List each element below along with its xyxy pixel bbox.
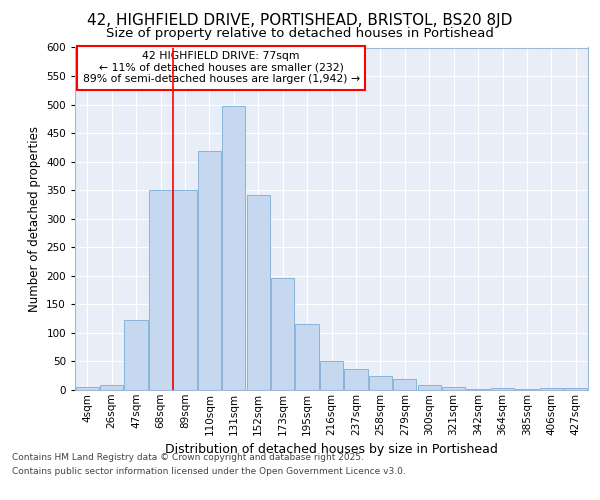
Bar [393,378,416,390]
X-axis label: Distribution of detached houses by size in Portishead: Distribution of detached houses by size … [165,443,498,456]
Text: 42 HIGHFIELD DRIVE: 77sqm
← 11% of detached houses are smaller (232)
89% of semi: 42 HIGHFIELD DRIVE: 77sqm ← 11% of detac… [83,51,360,84]
Text: 42, HIGHFIELD DRIVE, PORTISHEAD, BRISTOL, BS20 8JD: 42, HIGHFIELD DRIVE, PORTISHEAD, BRISTOL… [88,12,512,28]
Bar [222,106,245,390]
Bar [124,320,148,390]
Bar [100,386,123,390]
Text: Size of property relative to detached houses in Portishead: Size of property relative to detached ho… [106,28,494,40]
Bar [418,386,441,390]
Y-axis label: Number of detached properties: Number of detached properties [28,126,41,312]
Bar [491,388,514,390]
Bar [149,190,172,390]
Bar [247,195,270,390]
Text: Contains HM Land Registry data © Crown copyright and database right 2025.: Contains HM Land Registry data © Crown c… [12,454,364,462]
Bar [271,278,294,390]
Bar [442,387,465,390]
Text: Contains public sector information licensed under the Open Government Licence v3: Contains public sector information licen… [12,467,406,476]
Bar [198,152,221,390]
Bar [369,376,392,390]
Bar [76,387,99,390]
Bar [295,324,319,390]
Bar [320,362,343,390]
Bar [564,388,587,390]
Bar [540,388,563,390]
Bar [173,190,197,390]
Bar [344,369,368,390]
